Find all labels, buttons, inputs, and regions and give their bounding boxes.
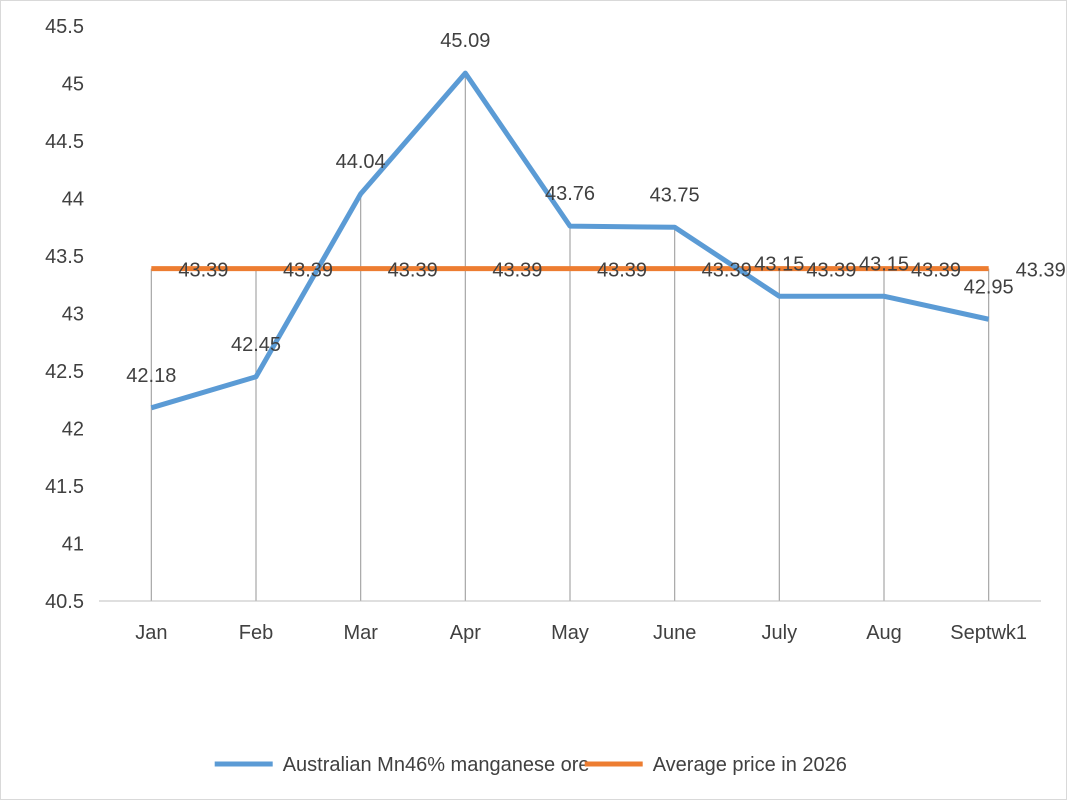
x-tick-label: Apr — [450, 622, 481, 644]
x-tick-label: June — [653, 622, 696, 644]
legend-label: Australian Mn46% manganese ore — [283, 754, 590, 776]
x-tick-label: Jan — [135, 622, 167, 644]
data-label-average: 43.39 — [492, 260, 542, 282]
data-label-manganese-ore: 43.76 — [545, 183, 595, 205]
data-label-average: 43.39 — [388, 260, 438, 282]
y-tick-label: 44.5 — [45, 131, 84, 153]
y-tick-label: 44 — [62, 189, 84, 211]
data-labels: 43.39 43.39 43.39 43.39 43.39 43.39 43.39 43.39… — [126, 30, 1065, 387]
y-tick-label: 45.5 — [45, 16, 84, 38]
data-label-average: 43.39 — [911, 260, 961, 282]
data-label-manganese-ore: 43.15 — [859, 253, 909, 275]
data-label-manganese-ore: 43.15 — [754, 253, 804, 275]
x-tick-label: Aug — [866, 622, 902, 644]
data-label-manganese-ore: 42.18 — [126, 365, 176, 387]
data-label-average: 43.39 — [597, 260, 647, 282]
legend-label: Average price in 2026 — [653, 754, 847, 776]
x-tick-label: July — [762, 622, 798, 644]
data-label-manganese-ore: 43.75 — [650, 184, 700, 206]
data-label-manganese-ore: 42.95 — [964, 276, 1014, 298]
data-label-average: 43.39 — [283, 260, 333, 282]
y-tick-label: 43.5 — [45, 246, 84, 268]
x-tick-label: Feb — [239, 622, 273, 644]
x-tick-label: Septwk1 — [950, 622, 1027, 644]
y-tick-label: 42 — [62, 419, 84, 441]
y-tick-label: 40.5 — [45, 591, 84, 613]
y-tick-label: 41.5 — [45, 476, 84, 498]
x-tick-label: May — [551, 622, 589, 644]
data-label-average: 43.39 — [702, 260, 752, 282]
data-label-average: 43.39 — [806, 260, 856, 282]
data-label-manganese-ore: 45.09 — [440, 30, 490, 52]
data-label-manganese-ore: 44.04 — [336, 151, 386, 173]
y-tick-label: 43 — [62, 304, 84, 326]
data-label-average: 43.39 — [1016, 260, 1066, 282]
y-tick-label: 41 — [62, 534, 84, 556]
axes: 40.5 41 41.5 42 42.5 43 43.5 44 44.5 45 45.5 Jan Feb… — [45, 16, 1041, 644]
data-label-manganese-ore: 42.45 — [231, 334, 281, 356]
y-tick-label: 45 — [62, 74, 84, 96]
y-tick-label: 42.5 — [45, 361, 84, 383]
x-tick-label: Mar — [343, 622, 378, 644]
data-label-average: 43.39 — [178, 260, 228, 282]
legend: Australian Mn46% manganese ore Average pr… — [215, 754, 847, 776]
